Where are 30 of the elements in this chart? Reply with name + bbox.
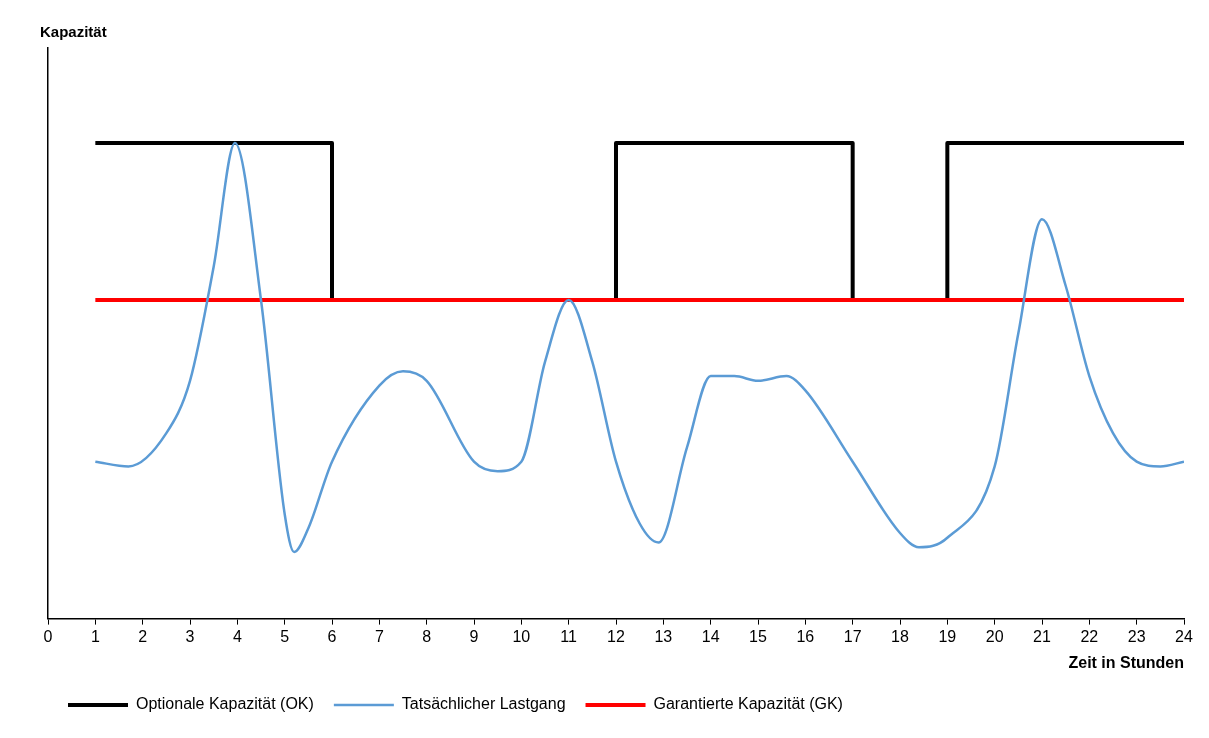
x-tick-label: 8 [422, 627, 432, 645]
x-tick-label: 18 [891, 627, 909, 645]
x-tick-label: 14 [701, 627, 720, 645]
x-tick-label: 15 [749, 627, 767, 645]
x-tick-label: 23 [1127, 627, 1146, 645]
x-tick-label: 1 [90, 627, 100, 645]
legend-label: Optionale Kapazität (OK) [136, 695, 314, 713]
legend-label: Garantierte Kapazität (GK) [653, 695, 843, 713]
x-tick-label: 0 [43, 627, 53, 645]
x-tick-label: 2 [138, 627, 148, 645]
x-tick-label: 3 [185, 627, 195, 645]
x-tick-label: 11 [560, 627, 578, 645]
x-tick-label: 13 [654, 627, 673, 645]
x-tick-label: 12 [607, 627, 625, 645]
x-tick-label: 10 [512, 627, 531, 645]
x-tick-label: 24 [1175, 627, 1193, 645]
x-tick-label: 5 [280, 627, 290, 645]
x-tick-label: 20 [985, 627, 1004, 645]
x-tick-label: 21 [1033, 627, 1051, 645]
x-tick-label: 16 [796, 627, 815, 645]
text: Kapazität [40, 22, 107, 40]
x-tick-label: 4 [232, 627, 242, 645]
legend-label: Tatsächlicher Lastgang [401, 695, 566, 713]
x-tick-label: 19 [938, 627, 957, 645]
x-tick-label: 9 [469, 627, 479, 645]
x-tick-label: 6 [327, 627, 337, 645]
x-tick-label: 7 [374, 627, 384, 645]
x-tick-label: 22 [1080, 627, 1099, 645]
x-axis-title: Zeit in Stunden [1068, 653, 1184, 671]
x-tick-label: 17 [843, 627, 862, 645]
